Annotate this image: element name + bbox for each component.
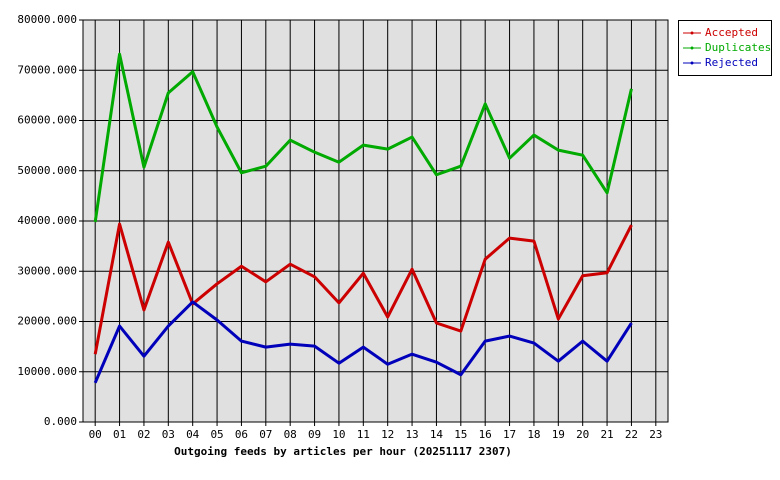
x-tick-label: 15: [454, 428, 467, 441]
x-tick-label: 08: [284, 428, 297, 441]
x-tick-label: 04: [186, 428, 200, 441]
x-tick-label: 03: [162, 428, 175, 441]
x-tick-label: 05: [210, 428, 223, 441]
x-tick-label: 11: [357, 428, 370, 441]
y-tick-label: 40000.000: [17, 214, 77, 227]
x-tick-label: 10: [332, 428, 345, 441]
x-tick-label: 02: [137, 428, 150, 441]
x-tick-label: 09: [308, 428, 321, 441]
x-tick-label: 21: [600, 428, 613, 441]
series-line: [93, 52, 633, 223]
y-tick-label: 60000.000: [17, 114, 77, 127]
y-tick-label: 0.000: [44, 415, 77, 428]
y-tick-label: 30000.000: [17, 264, 77, 277]
x-axis-label: Outgoing feeds by articles per hour (202…: [174, 445, 512, 458]
x-tick-label: 14: [430, 428, 444, 441]
x-tick-label: 23: [649, 428, 662, 441]
legend-marker: [690, 46, 694, 50]
y-tick-label: 20000.000: [17, 315, 77, 328]
y-tick-label: 80000.000: [17, 13, 77, 26]
legend-marker: [690, 61, 694, 65]
x-tick-label: 19: [552, 428, 565, 441]
y-tick-label: 10000.000: [17, 365, 77, 378]
y-tick-label: 50000.000: [17, 164, 77, 177]
legend-label: Rejected: [705, 56, 758, 69]
x-tick-label: 00: [89, 428, 102, 441]
legend-label: Accepted: [705, 26, 758, 39]
x-tick-label: 01: [113, 428, 126, 441]
x-tick-label: 17: [503, 428, 516, 441]
plot-border: [82, 19, 669, 423]
x-tick-label: 07: [259, 428, 272, 441]
x-tick-label: 20: [576, 428, 589, 441]
x-tick-label: 18: [527, 428, 540, 441]
x-tick-label: 06: [235, 428, 248, 441]
series-line: [93, 300, 633, 384]
x-tick-label: 22: [625, 428, 638, 441]
legend-marker: [690, 31, 694, 35]
x-tick-label: 16: [479, 428, 492, 441]
y-tick-label: 70000.000: [17, 63, 77, 76]
x-tick-label: 13: [405, 428, 418, 441]
series-line: [93, 222, 633, 355]
x-tick-label: 12: [381, 428, 394, 441]
legend-label: Duplicates: [705, 41, 771, 54]
